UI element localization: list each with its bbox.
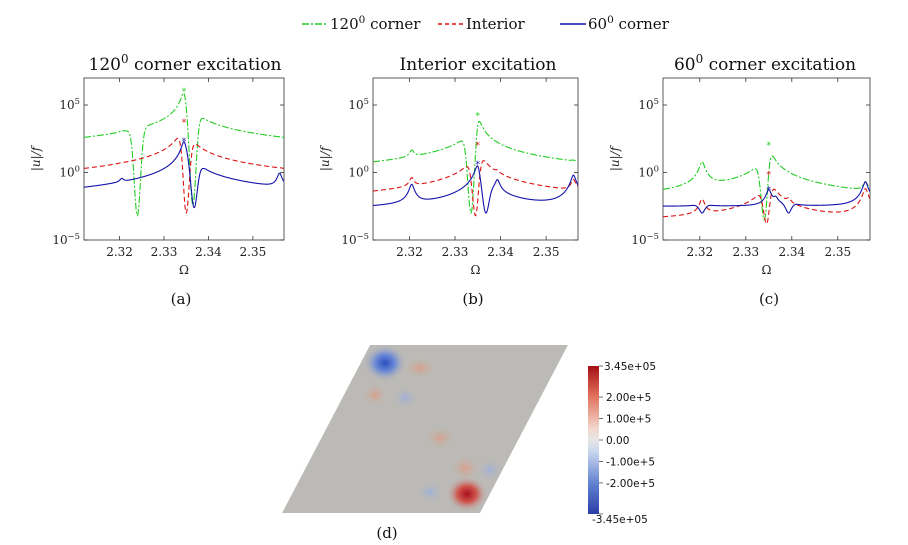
field-blob [402,356,438,380]
peak-marker-2: * [182,137,187,147]
series-line-1 [663,188,870,225]
x-axis-label: Ω [179,263,189,277]
field-blob [449,454,481,482]
chart-title: Interior excitation [400,55,557,75]
series-line-2 [663,181,870,214]
y-tick-label-1: 100 [59,164,80,180]
colorbar-tick-label-3: -1.00e+5 [606,456,655,468]
series-line-1 [84,137,284,214]
x-tick-label-2: 2.34 [487,245,514,259]
field-blob [391,386,419,410]
caption: (b) [462,290,483,308]
colorbar-tick-label-0: 2.00e+5 [606,392,651,404]
series-group: * * * [373,112,578,217]
x-tick-label-0: 2.32 [396,245,423,259]
series-line-0 [84,92,284,217]
field-blob [416,480,444,504]
y-tick-label-1: 100 [638,164,659,180]
series-group: * * * [663,142,870,225]
peak-marker-1: * [767,171,772,181]
y-axis-label: |u|/f [608,144,622,171]
caption: (c) [759,290,779,308]
y-axis-label: |u|/f [318,144,332,171]
colorbar-tick-label-1: 1.00e+5 [606,414,651,426]
field-blob [476,458,504,482]
y-tick-label-0: 105 [59,96,80,112]
blue-extremum [363,345,407,382]
colorbar-tick-label-2: 0.00 [606,435,629,447]
caption: (a) [171,290,192,308]
panel-b: Interior excitation 105 100 10−5 |u|/f 2.32 2.… [318,55,579,308]
peak-marker-0: * [182,88,187,98]
peak-marker-2: * [476,160,481,170]
x-tick-label-0: 2.32 [106,245,133,259]
colorbar-max-label: 3.45e+05 [604,361,656,373]
x-tick-label-3: 2.35 [533,245,560,259]
peak-marker-1: * [476,142,481,152]
legend-label-1: Interior [466,15,525,33]
x-axis-label: Ω [762,263,772,277]
plot-area [372,77,579,241]
legend: 1200 corner Interior 600 corner [302,14,670,33]
colorbar-tick-label-4: -2.00e+5 [606,478,655,490]
y-axis-label: |u|/f [29,144,43,171]
peak-marker-0: * [476,112,481,122]
series-line-2 [373,165,578,214]
peak-marker-2: * [767,186,772,196]
panel-d: 3.45e+05 2.00e+5 1.00e+5 0.00 -1.00e+5 -2.00e… [282,345,656,542]
peak-marker-0: * [767,142,772,152]
chart-title: 600 corner excitation [674,52,856,75]
legend-label-2: 600 corner [588,14,670,33]
mode-shape-field [282,345,568,513]
y-tick-label-1: 100 [348,164,369,180]
x-tick-label-0: 2.32 [686,245,713,259]
y-tick-label-2: 10−5 [52,231,80,247]
panel-c: 600 corner excitation 105 100 10−5 |u|/f 2.32… [608,52,871,308]
y-tick-label-0: 105 [348,96,369,112]
y-tick-label-2: 10−5 [631,231,659,247]
x-tick-label-3: 2.35 [240,245,267,259]
red-extremum [446,476,488,512]
x-axis-label: Ω [471,263,481,277]
plot-area [662,77,871,241]
caption-d: (d) [376,524,397,542]
x-tick-label-1: 2.33 [151,245,178,259]
field-blob [361,383,389,407]
legend-label-0: 1200 corner [330,14,421,33]
x-tick-label-1: 2.33 [732,245,759,259]
series-line-0 [373,120,578,214]
colorbar-labels: 3.45e+05 2.00e+5 1.00e+5 0.00 -1.00e+5 -2.00e… [592,361,656,526]
series-group: * * * [84,88,284,217]
panel-a: 1200 corner excitation 105 100 10−5 |u|/f 2.3… [29,52,285,308]
peak-marker-1: * [182,119,187,129]
y-tick-label-0: 105 [638,96,659,112]
x-tick-label-2: 2.34 [778,245,805,259]
plot-area [83,77,285,241]
x-tick-label-1: 2.33 [442,245,469,259]
x-tick-label-3: 2.35 [824,245,851,259]
series-line-2 [84,141,284,209]
colorbar [588,366,599,514]
y-tick-label-2: 10−5 [341,231,369,247]
x-tick-label-2: 2.34 [195,245,222,259]
field-blob [424,426,456,450]
chart-title: 1200 corner excitation [89,52,282,75]
colorbar-min-label: -3.45e+05 [592,514,648,526]
